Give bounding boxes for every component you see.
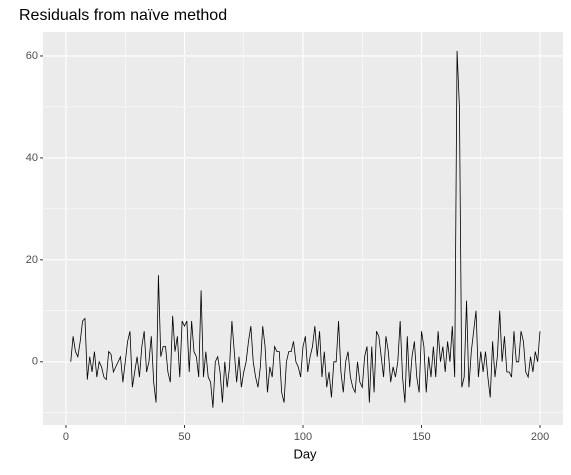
x-tick-label: 0 (63, 431, 69, 443)
chart-title: Residuals from naïve method (19, 7, 227, 24)
data-line (70, 50, 541, 408)
y-tick-label: 20 (26, 254, 38, 266)
y-tick-label: 40 (26, 152, 38, 164)
y-tick-label: 0 (32, 356, 38, 368)
x-tick-label: 100 (294, 431, 312, 443)
x-tick-label: 150 (412, 431, 430, 443)
y-tick-label: 60 (26, 50, 38, 62)
x-tick-label: 50 (178, 431, 190, 443)
x-axis-label: Day (293, 446, 317, 461)
x-tick-label: 200 (531, 431, 549, 443)
